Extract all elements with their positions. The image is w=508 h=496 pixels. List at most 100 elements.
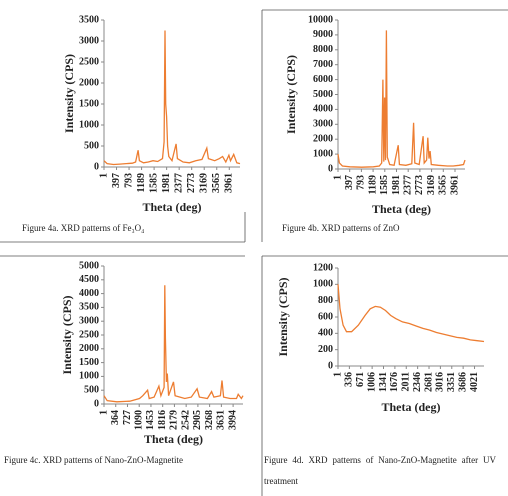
x-tick-label: 3686 — [457, 372, 468, 392]
y-tick-label: 4500 — [79, 274, 99, 285]
y-tick-label: 1000 — [313, 148, 333, 159]
y-tick-label: 5000 — [313, 89, 333, 100]
y-tick-label: 2000 — [79, 343, 99, 354]
x-tick-label: 3631 — [216, 410, 227, 430]
x-tick-label: 1585 — [379, 175, 390, 195]
y-tick-label: 3000 — [79, 315, 99, 326]
x-tick-label: 1816 — [157, 410, 168, 430]
y-tick-label: 1000 — [79, 371, 99, 382]
x-tick-label: 1 — [98, 173, 109, 178]
y-tick-label: 600 — [318, 311, 333, 322]
y-tick-label: 1500 — [79, 98, 99, 109]
series-line — [103, 30, 241, 166]
table-borders — [0, 9, 508, 496]
y-tick-label: 0 — [94, 161, 99, 172]
y-tick-label: 3500 — [79, 302, 99, 313]
x-tick-label: 3565 — [211, 173, 222, 193]
x-tick-label: 397 — [111, 173, 122, 188]
x-axis-title: Theta (deg) — [382, 400, 441, 414]
x-tick-label: 2773 — [414, 175, 425, 195]
x-axis-title: Theta (deg) — [144, 432, 203, 446]
x-tick-label: 1453 — [145, 410, 156, 430]
caption: Figure 4a. XRD patterns of Fe₃O₄ — [22, 223, 145, 233]
series-line — [337, 30, 466, 168]
series-line — [337, 284, 485, 343]
y-tick-label: 200 — [318, 344, 333, 355]
x-tick-label: 2011 — [401, 372, 412, 391]
x-tick-label: 793 — [123, 173, 134, 188]
caption: Figure 4d. XRD patterns of Nano-ZnO-Magn… — [264, 455, 496, 486]
y-tick-label: 800 — [318, 295, 333, 306]
y-tick-label: 3500 — [79, 14, 99, 25]
y-tick-label: 3000 — [79, 35, 99, 46]
x-tick-label: 1676 — [389, 372, 400, 392]
y-tick-label: 0 — [328, 360, 333, 371]
y-tick-label: 0 — [328, 163, 333, 174]
y-tick-label: 9000 — [313, 29, 333, 40]
x-tick-label: 3268 — [204, 410, 215, 430]
y-axis-title: Intensity (CPS) — [276, 277, 290, 356]
y-tick-label: 3000 — [313, 119, 333, 130]
x-tick-label: 397 — [344, 175, 355, 190]
x-tick-label: 1341 — [378, 372, 389, 392]
x-tick-label: 727 — [122, 410, 133, 425]
x-tick-label: 3169 — [426, 175, 437, 195]
y-tick-label: 4000 — [313, 104, 333, 115]
series-line — [103, 285, 244, 403]
y-tick-label: 400 — [318, 328, 333, 339]
x-tick-label: 1585 — [148, 173, 159, 193]
caption: Figure 4c. XRD patterns of Nano-ZnO-Magn… — [4, 455, 183, 465]
x-tick-label: 4021 — [469, 372, 480, 392]
x-tick-label: 2179 — [169, 410, 180, 430]
y-axis-title: Intensity (CPS) — [284, 55, 298, 134]
x-tick-label: 3169 — [199, 173, 210, 193]
x-tick-label: 2542 — [180, 410, 191, 430]
x-tick-label: 1981 — [161, 173, 172, 193]
x-tick-label: 3351 — [446, 372, 457, 392]
y-tick-label: 10000 — [308, 14, 333, 25]
y-tick-label: 1000 — [313, 279, 333, 290]
x-tick-label: 1189 — [136, 173, 147, 192]
y-tick-label: 500 — [84, 140, 99, 151]
y-tick-label: 500 — [84, 384, 99, 395]
x-tick-label: 1 — [332, 372, 343, 377]
x-tick-label: 1090 — [134, 410, 145, 430]
y-tick-label: 5000 — [79, 260, 99, 271]
x-axis-title: Theta (deg) — [143, 200, 202, 214]
x-tick-label: 2377 — [173, 173, 184, 193]
x-tick-label: 2377 — [402, 175, 413, 195]
x-tick-label: 1189 — [367, 175, 378, 194]
x-tick-label: 3961 — [449, 175, 460, 195]
y-axis-title: Intensity (CPS) — [62, 54, 76, 133]
y-tick-label: 2000 — [79, 77, 99, 88]
x-tick-label: 2773 — [186, 173, 197, 193]
y-tick-label: 4000 — [79, 288, 99, 299]
y-tick-label: 2000 — [313, 133, 333, 144]
x-tick-label: 3016 — [435, 372, 446, 392]
y-tick-label: 0 — [94, 398, 99, 409]
x-tick-label: 2346 — [412, 372, 423, 392]
x-tick-label: 1 — [98, 410, 109, 415]
x-tick-label: 336 — [344, 372, 355, 387]
y-tick-label: 2500 — [79, 56, 99, 67]
x-tick-label: 671 — [355, 372, 366, 387]
x-tick-label: 3961 — [224, 173, 235, 193]
y-tick-label: 6000 — [313, 74, 333, 85]
x-tick-label: 2905 — [192, 410, 203, 430]
caption: Figure 4b. XRD patterns of ZnO — [282, 223, 400, 233]
x-axis-title: Theta (deg) — [372, 202, 431, 216]
x-tick-label: 1981 — [391, 175, 402, 195]
y-axis-title: Intensity (CPS) — [60, 295, 74, 374]
y-tick-label: 8000 — [313, 44, 333, 55]
x-tick-label: 3565 — [438, 175, 449, 195]
y-tick-label: 2500 — [79, 329, 99, 340]
x-tick-label: 793 — [356, 175, 367, 190]
y-tick-label: 1200 — [313, 262, 333, 273]
y-tick-label: 1500 — [79, 357, 99, 368]
y-tick-label: 1000 — [79, 119, 99, 130]
x-tick-label: 3994 — [227, 410, 238, 430]
y-tick-label: 7000 — [313, 59, 333, 70]
x-tick-label: 364 — [110, 410, 121, 425]
